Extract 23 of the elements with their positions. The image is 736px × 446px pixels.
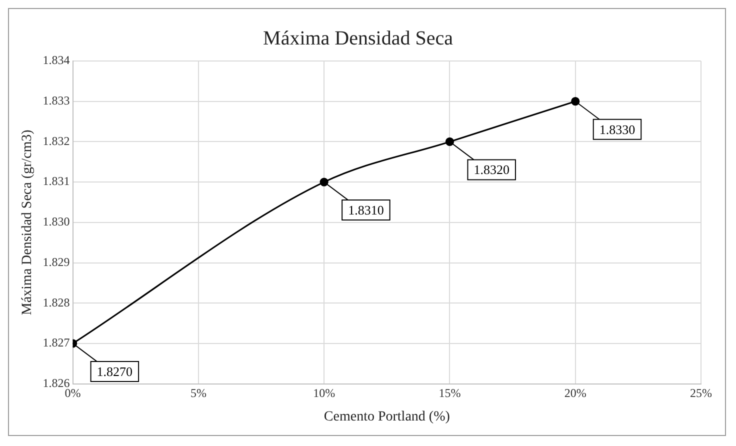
point <box>445 137 454 146</box>
x-tick-label: 15% <box>438 386 461 400</box>
x-axis-title: Cemento Portland (%) <box>324 409 450 424</box>
y-tick-label: 1.828 <box>42 295 70 310</box>
x-tick-label: 20% <box>564 386 586 400</box>
y-tick-label: 1.827 <box>42 336 70 350</box>
y-tick-label: 1.831 <box>42 174 70 188</box>
data-label: 1.8330 <box>599 122 636 137</box>
y-tick-label: 1.829 <box>42 254 70 269</box>
y-tick-label: 1.830 <box>42 214 70 229</box>
x-tick-label: 25% <box>690 386 712 400</box>
data-label: 1.8270 <box>96 364 133 379</box>
x-tick-label: 5% <box>190 386 206 400</box>
y-axis-title: Máxima Densidad Seca (gr/cm3) <box>20 129 36 316</box>
y-tick-label: 1.834 <box>42 53 70 68</box>
point <box>571 97 580 106</box>
y-tick-label: 1.833 <box>42 94 70 108</box>
point <box>320 178 328 186</box>
x-tick-label: 10% <box>313 386 336 400</box>
data-label: 1.8310 <box>348 202 384 218</box>
chart-title: Máxima Densidad Seca <box>263 27 454 50</box>
data-label: 1.8320 <box>474 162 510 178</box>
y-tick-label: 1.832 <box>42 134 70 148</box>
